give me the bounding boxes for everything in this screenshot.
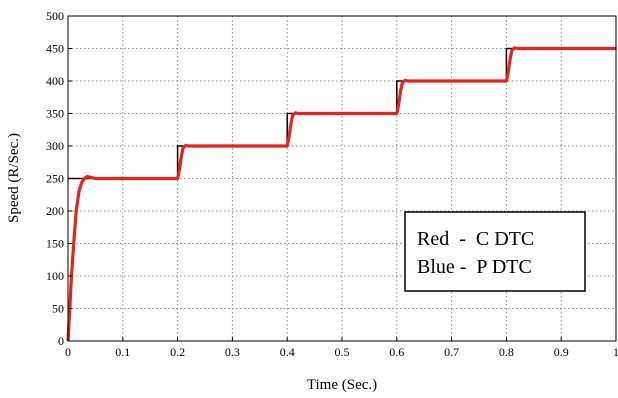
y-tick-label: 500 xyxy=(46,9,64,23)
y-tick-label: 100 xyxy=(46,269,64,283)
x-tick-labels: 0 0.1 0.2 0.3 0.4 0.5 0.6 0.7 0.8 0.9 1 xyxy=(65,345,618,359)
x-tick-label: 0.5 xyxy=(335,345,350,359)
legend-entry-blue: Blue - P DTC xyxy=(417,256,532,278)
y-tick-label: 400 xyxy=(46,74,64,88)
y-tick-label: 150 xyxy=(46,237,64,251)
legend: Red - C DTC Blue - P DTC xyxy=(404,211,586,292)
x-tick-label: 0.6 xyxy=(389,345,404,359)
legend-entry-red: Red - C DTC xyxy=(417,228,534,250)
y-tick-label: 450 xyxy=(46,42,64,56)
y-tick-label: 0 xyxy=(58,334,64,348)
y-tick-label: 50 xyxy=(52,302,64,316)
x-tick-label: 0.1 xyxy=(115,345,130,359)
series-layer xyxy=(66,46,616,342)
ticks xyxy=(67,15,617,342)
y-tick-label: 200 xyxy=(46,204,64,218)
x-tick-label: 0.2 xyxy=(170,345,185,359)
x-tick-label: 0.8 xyxy=(499,345,514,359)
y-tick-label: 350 xyxy=(46,107,64,121)
x-axis-label: Time (Sec.) xyxy=(307,377,377,393)
series-line-c-dtc xyxy=(66,46,616,342)
x-tick-label: 0.9 xyxy=(554,345,569,359)
y-tick-label: 250 xyxy=(46,172,64,186)
x-tick-label: 0.4 xyxy=(280,345,295,359)
y-axis-label: Speed (R/Sec.) xyxy=(6,133,22,223)
x-tick-label: 0 xyxy=(65,345,71,359)
x-tick-label: 0.7 xyxy=(444,345,459,359)
x-tick-label: 0.3 xyxy=(225,345,240,359)
legend-box xyxy=(404,211,586,292)
y-tick-label: 300 xyxy=(46,139,64,153)
y-tick-labels: 0 50 100 150 200 250 300 350 400 450 500 xyxy=(46,9,64,348)
x-tick-label: 1 xyxy=(613,345,618,359)
